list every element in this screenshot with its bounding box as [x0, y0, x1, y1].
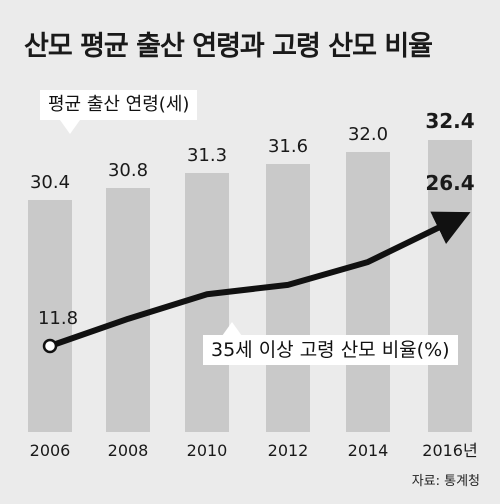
bar-value-label: 30.4	[30, 172, 70, 193]
chart-title: 산모 평균 출산 연령과 고령 산모 비율	[24, 31, 433, 62]
bar-value-label: 32.4	[425, 109, 474, 133]
source-note: 자료: 통계청	[411, 474, 480, 489]
bar-value-label: 32.0	[348, 124, 388, 145]
bar-value-label: 31.3	[187, 145, 227, 166]
line-value-label: 26.4	[425, 171, 474, 195]
bar	[346, 152, 390, 432]
x-tick-label: 2006	[30, 441, 71, 460]
x-tick-label: 2014	[348, 441, 389, 460]
bar-value-label: 31.6	[268, 136, 308, 157]
series-line-older-mothers-ratio	[49, 211, 471, 349]
callout-pointer	[222, 322, 242, 336]
callout-pointer	[60, 120, 80, 134]
x-tick-label: 2016년	[422, 441, 477, 460]
line-value-label: 11.8	[38, 308, 78, 329]
x-tick-label: 2008	[108, 441, 149, 460]
bar	[28, 200, 72, 432]
bar	[106, 188, 150, 432]
bar-value-label: 30.8	[108, 160, 148, 181]
series-label-avg-age: 평균 출산 연령(세)	[40, 90, 198, 120]
series-label-older-mothers-ratio: 35세 이상 고령 산모 비율(%)	[203, 335, 458, 365]
bar	[428, 140, 472, 432]
x-tick-label: 2012	[268, 441, 309, 460]
line-data-point	[42, 338, 58, 354]
x-tick-label: 2010	[187, 441, 228, 460]
bar	[266, 164, 310, 432]
bar	[185, 173, 229, 432]
